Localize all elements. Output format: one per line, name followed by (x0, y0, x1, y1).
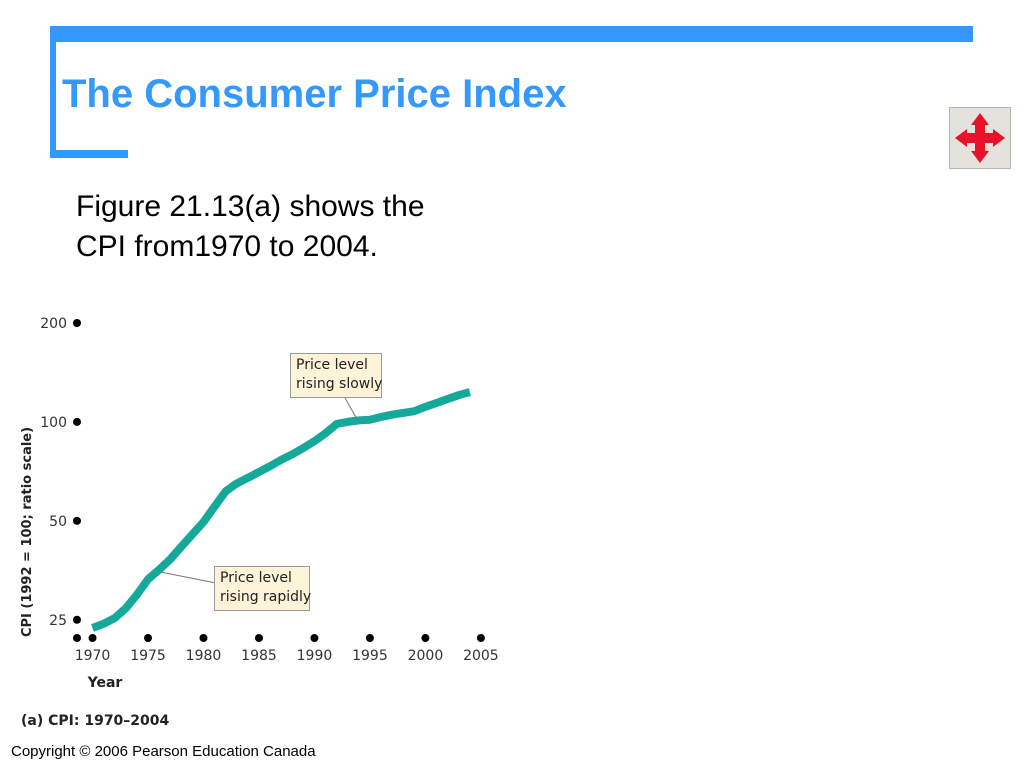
y-tick-label: 25 (49, 613, 67, 629)
y-tick-dot (73, 319, 81, 327)
x-tick-label: 1995 (352, 648, 388, 664)
callout-rapid-line-2: rising rapidly (220, 589, 312, 605)
x-tick-label: 1975 (130, 648, 166, 664)
slide-title: The Consumer Price Index (62, 72, 567, 116)
four-way-arrow-icon (955, 113, 1005, 163)
x-tick-dot (310, 634, 319, 642)
x-tick-label: 2000 (408, 648, 444, 664)
y-tick-label: 200 (40, 316, 67, 332)
y-tick-label: 50 (49, 514, 67, 530)
body-line-2: CPI from1970 to 2004. (76, 230, 378, 263)
body-line-1: Figure 21.13(a) shows the (76, 190, 425, 223)
callout-slow-line-2: rising slowly (296, 376, 383, 392)
x-tick-dot (476, 634, 485, 642)
x-tick-dot (421, 634, 430, 642)
y-tick-dot (73, 516, 81, 525)
title-underline-accent (50, 150, 128, 158)
callout-price-level-rising-slowly: Price level rising slowly (290, 353, 382, 398)
navigation-button[interactable] (949, 107, 1011, 169)
copyright-notice: Copyright © 2006 Pearson Education Canad… (11, 743, 316, 760)
x-tick-label: 1990 (297, 648, 333, 664)
y-axis-label: CPI (1992 = 100; ratio scale) (20, 427, 35, 637)
x-tick-dot (88, 634, 97, 642)
callout-rapid-line-1: Price level (220, 570, 292, 586)
top-accent-bar (50, 26, 973, 42)
x-tick-label: 1980 (186, 648, 222, 664)
cpi-chart: 25 50 100 200 1970 1975 1980 1985 1990 1995 2000 20… (20, 316, 499, 729)
callout-rapid-leader-line (159, 571, 217, 584)
x-tick-dot (144, 634, 153, 642)
x-tick-dot (199, 634, 208, 642)
cpi-series-line (91, 388, 471, 632)
callout-slow-leader-line (344, 397, 360, 423)
y-tick-dot (73, 417, 81, 426)
x-tick-label: 1985 (241, 648, 277, 664)
body-text: Figure 21.13(a) shows the CPI from1970 t… (76, 187, 516, 267)
x-tick-label: 2005 (463, 648, 499, 664)
axis-origin-dot (73, 634, 81, 642)
y-tick-label: 100 (40, 415, 67, 431)
x-axis-label: Year (87, 675, 123, 691)
callout-slow-line-1: Price level (296, 357, 368, 373)
callout-price-level-rising-rapidly: Price level rising rapidly (214, 566, 312, 611)
chart-caption: (a) CPI: 1970–2004 (21, 713, 170, 729)
x-tick-label: 1970 (75, 648, 111, 664)
left-accent-bar (50, 26, 56, 158)
x-tick-dot (254, 634, 263, 642)
y-tick-dot (73, 615, 81, 624)
x-tick-dot (365, 634, 374, 642)
